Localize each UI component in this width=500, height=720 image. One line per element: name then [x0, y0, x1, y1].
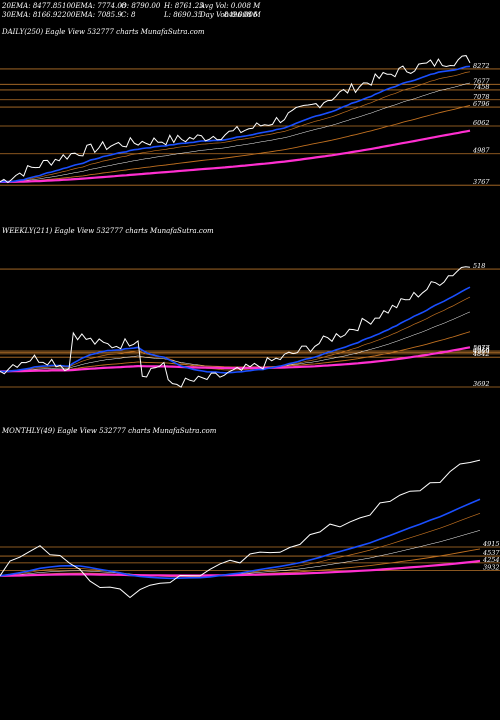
level-label: 8272 — [473, 62, 490, 70]
header-ema100: 100EMA: 7774.08 — [62, 2, 127, 10]
level-label: 4842 — [472, 350, 490, 358]
level-label: 3932 — [483, 564, 500, 572]
monthly-panel-title: MONTHLY(49) Eagle View 532777 charts Mun… — [1, 427, 217, 435]
level-label: 7078 — [473, 93, 490, 101]
price-line — [0, 459, 481, 599]
weekly-panel-title: WEEKLY(211) Eagle View 532777 charts Mun… — [2, 227, 214, 235]
ema100-line — [0, 104, 471, 183]
ema20-line — [0, 286, 471, 374]
ema20-line — [0, 498, 481, 580]
header-ema30: 30EMA: 8166.92 — [2, 11, 62, 19]
level-label: 7677 — [473, 77, 490, 85]
level-label: 3767 — [473, 178, 490, 186]
monthly-panel: MONTHLY(49) Eagle View 532777 charts Mun… — [0, 427, 500, 599]
header-close: C: 8 — [121, 11, 136, 19]
level-label: 5077 — [473, 344, 490, 352]
ema200-line — [0, 559, 481, 577]
ema50-line — [0, 82, 471, 183]
ema50-line — [0, 311, 471, 372]
level-label: 3692 — [473, 380, 490, 388]
header-day-vol: Day Vol: 0.008 M — [200, 11, 261, 19]
level-label: 7458 — [473, 83, 490, 91]
ema200-line — [0, 346, 471, 373]
daily-panel: DAILY(250) Eagle View 532777 charts Muna… — [0, 28, 500, 270]
level-label: 4987 — [472, 147, 490, 155]
level-label: 4254 — [482, 556, 500, 564]
level-label: 6062 — [473, 119, 490, 127]
price-line — [0, 55, 471, 184]
header-overlap-value: 8496.006 — [224, 11, 258, 19]
header-ema20: 20EMA: 8477.85 — [2, 2, 62, 10]
daily-panel-title: DAILY(250) Eagle View 532777 charts Muna… — [1, 28, 205, 36]
weekly-panel: WEEKLY(211) Eagle View 532777 charts Mun… — [0, 227, 500, 388]
header-open: O: 8790.00 — [121, 2, 161, 10]
header-high: H: 8761.25 — [164, 2, 204, 10]
header-avg-vol: Avg Vol: 0.008 M — [200, 2, 261, 10]
ema50-line — [0, 530, 481, 577]
ema30-line — [0, 296, 471, 372]
level-label: 4915 — [482, 540, 500, 548]
price-line — [0, 266, 471, 388]
ema200-line — [0, 129, 471, 183]
ema20-line — [0, 65, 471, 183]
level-label: 4969 — [472, 347, 490, 355]
level-label: 6796 — [473, 100, 490, 108]
level-label: 4537 — [482, 549, 500, 557]
ema30-line — [0, 71, 471, 183]
header-ema200: 200EMA: 7085.9 — [62, 11, 122, 19]
level-label: 518 — [473, 262, 485, 270]
header-low: L: 8690.35 — [164, 11, 203, 19]
level-label: 5018 — [473, 346, 490, 354]
